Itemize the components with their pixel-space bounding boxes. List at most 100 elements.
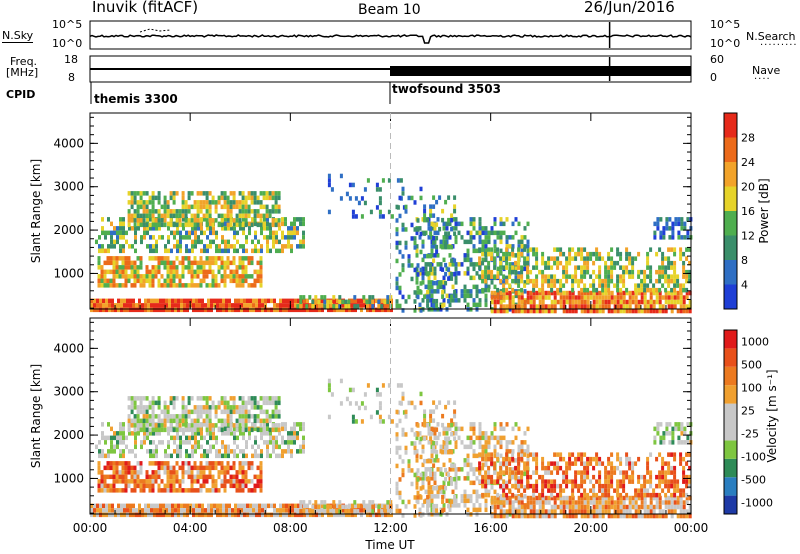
data-cell <box>249 512 252 518</box>
data-cell <box>190 213 194 219</box>
data-cell <box>419 186 423 192</box>
data-cell <box>175 418 179 424</box>
data-cell <box>508 304 512 309</box>
data-cell <box>205 260 209 266</box>
data-cell <box>447 244 451 250</box>
data-cell <box>616 295 620 300</box>
data-cell <box>544 295 548 300</box>
data-cell <box>541 509 545 514</box>
data-cell <box>160 283 164 288</box>
data-cell <box>97 265 101 270</box>
data-cell <box>197 431 200 436</box>
data-cell <box>679 283 683 288</box>
data-cell <box>238 278 242 284</box>
data-cell <box>643 492 647 498</box>
data-cell <box>377 509 381 514</box>
data-cell <box>505 461 509 466</box>
data-cell <box>637 299 641 305</box>
data-cell <box>134 230 137 236</box>
data-cell <box>517 271 521 276</box>
data-cell <box>442 426 446 432</box>
data-cell <box>185 449 188 454</box>
data-cell <box>220 195 224 201</box>
data-cell <box>189 298 192 304</box>
data-cell <box>144 508 147 513</box>
data-cell <box>442 280 446 285</box>
data-cell <box>562 479 566 484</box>
data-cell <box>249 298 252 304</box>
data-cell <box>448 293 452 299</box>
data-cell <box>267 503 270 509</box>
data-cell <box>445 440 449 445</box>
data-cell <box>224 226 227 231</box>
data-cell <box>157 400 161 406</box>
data-cell <box>291 512 294 518</box>
data-cell <box>511 304 515 309</box>
data-cell <box>327 182 331 188</box>
data-cell <box>532 283 536 288</box>
data-cell <box>261 298 264 304</box>
data-cell <box>118 265 122 270</box>
data-cell <box>386 500 390 505</box>
data-cell <box>646 461 650 466</box>
data-cell <box>598 299 602 305</box>
data-cell <box>139 204 143 210</box>
data-cell <box>205 195 209 201</box>
data-cell <box>268 396 272 401</box>
data-cell <box>502 308 506 314</box>
data-cell <box>166 414 170 419</box>
data-cell <box>229 465 233 471</box>
data-cell <box>592 504 596 510</box>
data-cell <box>442 440 446 445</box>
data-cell <box>493 426 497 432</box>
data-cell <box>415 449 419 454</box>
data-cell <box>115 479 119 484</box>
data-cell <box>430 494 434 499</box>
data-cell <box>438 226 442 232</box>
data-cell <box>404 204 408 210</box>
data-cell <box>511 452 515 457</box>
data-cell <box>208 474 212 480</box>
data-cell <box>223 195 227 201</box>
data-cell <box>472 284 476 290</box>
data-cell <box>151 427 155 433</box>
data-cell <box>580 304 584 309</box>
data-cell <box>238 274 242 279</box>
data-cell <box>622 299 626 305</box>
data-cell <box>499 217 503 222</box>
data-cell <box>103 278 107 284</box>
data-cell <box>132 508 135 513</box>
data-cell <box>499 230 503 236</box>
data-cell <box>490 269 494 275</box>
data-cell <box>333 307 336 313</box>
data-cell <box>255 307 258 313</box>
data-cell <box>251 422 254 427</box>
data-cell <box>556 260 560 266</box>
data-cell <box>93 508 96 513</box>
data-cell <box>661 260 665 266</box>
data-cell <box>676 299 680 305</box>
data-cell <box>160 461 164 466</box>
data-cell <box>487 465 491 471</box>
data-cell <box>583 287 587 293</box>
data-cell <box>598 308 602 314</box>
data-cell <box>353 304 357 309</box>
data-cell <box>175 218 179 223</box>
data-cell <box>260 435 263 441</box>
data-cell <box>442 235 446 240</box>
data-cell <box>127 256 131 261</box>
data-cell <box>220 218 224 223</box>
data-cell <box>556 470 560 475</box>
data-cell <box>442 226 446 231</box>
data-cell <box>619 461 623 466</box>
data-cell <box>196 474 200 480</box>
data-cell <box>514 308 518 314</box>
data-cell <box>199 265 203 270</box>
data-cell <box>139 278 143 284</box>
data-cell <box>190 278 194 284</box>
data-cell <box>565 470 569 475</box>
data-cell <box>407 263 411 268</box>
data-cell <box>679 247 683 252</box>
data-cell <box>568 260 572 266</box>
data-cell <box>261 508 264 513</box>
